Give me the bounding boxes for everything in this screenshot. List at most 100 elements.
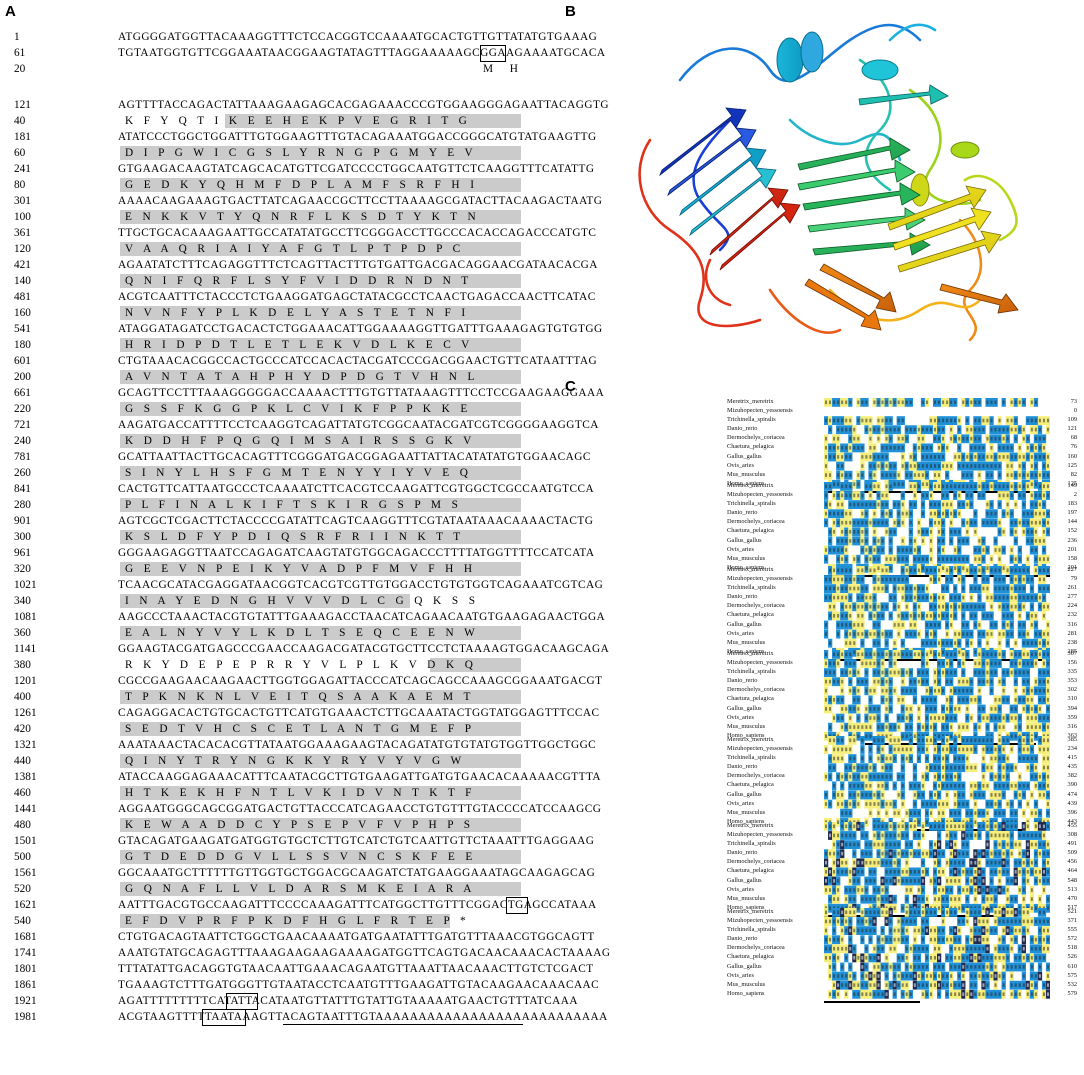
position-number: 1201 bbox=[14, 675, 37, 687]
position-number: 1981 bbox=[14, 1011, 37, 1023]
amino-acid-sequence: G E D K Y Q H M F D P L A M F S R F H I bbox=[125, 179, 479, 191]
position-number: 1861 bbox=[14, 979, 37, 991]
nucleotide-sequence: GTGAAGACAAGTATCAGCACATGTTCGATCCCCTGGCAAT… bbox=[118, 163, 595, 175]
end-position: 555 bbox=[1067, 926, 1077, 934]
nucleotide-sequence: AGAATATCTTTCAGAGGTTTCTCAGTTACTTTGTGATTGA… bbox=[118, 259, 598, 271]
position-number: 20 bbox=[14, 63, 26, 75]
position-number: 200 bbox=[14, 371, 31, 383]
species-name: Meretrix_meretrix bbox=[727, 398, 774, 405]
position-number: 601 bbox=[14, 355, 31, 367]
end-position: 335 bbox=[1067, 668, 1077, 676]
position-number: 480 bbox=[14, 819, 31, 831]
nucleotide-sequence: CGCCGAAGAACAAGAACTTGGTGGAGATTACCCATCAGCA… bbox=[118, 675, 603, 687]
end-position: 382 bbox=[1067, 772, 1077, 780]
alignment-color-grid bbox=[824, 482, 1050, 573]
nucleotide-sequence: CAGAGGACACTGTGCACTGTTCATGTGAAACTCTTGCAAA… bbox=[118, 707, 600, 719]
amino-acid-sequence: D I P G W I C G S L Y R N G P G M Y E V bbox=[125, 147, 478, 159]
end-position: 526 bbox=[1067, 953, 1077, 961]
species-name: Trichinella_spiralis bbox=[727, 416, 776, 424]
position-number: 1921 bbox=[14, 995, 37, 1007]
species-name: Mus_musculus bbox=[727, 722, 766, 730]
amino-acid-sequence: I N A Y E D N G H V V V D L C G Q K S S bbox=[125, 595, 480, 607]
species-name: Mizuhopecten_yessoensis bbox=[727, 491, 793, 499]
position-number: 781 bbox=[14, 451, 31, 463]
species-name: Danio_rerio bbox=[727, 849, 758, 857]
end-position: 359 bbox=[1067, 713, 1077, 721]
end-position: 234 bbox=[1067, 745, 1077, 753]
end-position: 302 bbox=[1067, 686, 1077, 694]
amino-acid-highlight bbox=[430, 658, 521, 672]
end-position: 439 bbox=[1067, 799, 1077, 807]
end-position: 277 bbox=[1067, 593, 1077, 601]
amino-acid-highlight bbox=[120, 274, 521, 288]
species-name: Meretrix_meretrix bbox=[727, 650, 774, 657]
end-position: 232 bbox=[1067, 611, 1077, 619]
end-position: 532 bbox=[1067, 980, 1077, 988]
nucleotide-sequence: GTACAGATGAAGATGATGGTGTGCTCTTGTCATCTGTCAA… bbox=[118, 835, 595, 847]
amino-acid-sequence: E N K K V T Y Q N R F L K S D T Y K T N bbox=[125, 211, 481, 223]
amino-acid-sequence: R K Y D E P E P R R Y V L P L K V D K Q bbox=[125, 659, 478, 671]
amino-acid-highlight bbox=[120, 434, 521, 448]
amino-acid-sequence: M H bbox=[483, 63, 523, 75]
amino-acid-sequence: E A L N Y V Y L K D L T S E Q C E E N W bbox=[125, 627, 480, 639]
species-name: Homo_sapiens bbox=[727, 479, 765, 487]
alignment-species-names: Meretrix_meretrix Mizuhopecten_yessoensis… bbox=[727, 649, 793, 740]
alignment-end-positions: 455 308 491 509 456 464 548 513 470 517 bbox=[1053, 821, 1077, 912]
position-number: 1561 bbox=[14, 867, 37, 879]
alignment-species-names: Meretrix_meretrix Mizuhopecten_yessoensis… bbox=[727, 565, 793, 656]
nucleotide-sequence: ATACCAAGGAGAAACATTTCAATACGCTTGTGAAGATTGA… bbox=[118, 771, 602, 783]
position-number: 1801 bbox=[14, 963, 37, 975]
position-number: 1741 bbox=[14, 947, 37, 959]
species-name: Chaetura_pelagica bbox=[727, 781, 774, 789]
position-number: 241 bbox=[14, 163, 31, 175]
species-name: Mus_musculus bbox=[727, 808, 766, 816]
species-name: Homo_sapiens bbox=[727, 731, 765, 739]
end-position: 517 bbox=[1067, 903, 1077, 911]
sequence-panel: 1 ATGGGGATGGTTACAAAGGTTTCTCCACGGTCCAAAATG… bbox=[14, 31, 610, 1026]
nucleotide-sequence: TTTATATTGACAGGTGTAACAATTGAAACAGAATGTTAAA… bbox=[118, 963, 594, 975]
alignment-end-positions: 521 371 555 572 518 526 610 575 532 579 bbox=[1053, 907, 1077, 998]
species-name: Homo_sapiens bbox=[727, 563, 765, 571]
position-number: 440 bbox=[14, 755, 31, 767]
alignment-end-positions: 149 2 183 197 144 152 236 201 158 201 bbox=[1053, 481, 1077, 572]
alignment-end-positions: 73 0 109 121 68 76 160 125 82 125 bbox=[1053, 397, 1077, 488]
species-name: Ovis_aries bbox=[727, 629, 754, 637]
end-position: 455 bbox=[1067, 822, 1077, 829]
end-position: 415 bbox=[1067, 754, 1077, 762]
alignment-end-positions: 385 234 415 435 382 390 474 439 396 443 bbox=[1053, 735, 1077, 826]
position-number: 1261 bbox=[14, 707, 37, 719]
position-number: 181 bbox=[14, 131, 31, 143]
alignment-species-names: Meretrix_meretrix Mizuhopecten_yessoensis… bbox=[727, 907, 793, 998]
position-number: 421 bbox=[14, 259, 31, 271]
species-name: Ovis_aries bbox=[727, 713, 754, 721]
end-position: 121 bbox=[1067, 425, 1077, 433]
end-position: 521 bbox=[1067, 908, 1077, 915]
position-number: 280 bbox=[14, 499, 31, 511]
species-name: Dermochelys_coriacea bbox=[727, 858, 785, 866]
amino-acid-sequence: S I N Y L H S F G M T E N Y Y I Y V E Q bbox=[125, 467, 473, 479]
amino-acid-highlight bbox=[120, 914, 450, 928]
end-position: 0 bbox=[1073, 407, 1077, 415]
end-position: 149 bbox=[1067, 482, 1077, 489]
amino-acid-highlight bbox=[120, 690, 521, 704]
end-position: 390 bbox=[1067, 781, 1077, 789]
end-position: 518 bbox=[1067, 944, 1077, 952]
amino-acid-highlight bbox=[120, 466, 521, 480]
species-name: Gallus_gallus bbox=[727, 876, 762, 884]
end-position: 385 bbox=[1067, 736, 1077, 743]
amino-acid-highlight bbox=[120, 370, 521, 384]
amino-acid-highlight bbox=[120, 882, 521, 896]
end-position: 281 bbox=[1067, 629, 1077, 637]
amino-acid-sequence: H R I D P D T L E T L E K V D L K E C V bbox=[125, 339, 474, 351]
amino-acid-sequence: H T K E K H F N T L V K I D V N T K T F bbox=[125, 787, 476, 799]
sequence-motif-box bbox=[480, 45, 506, 62]
nucleotide-sequence: CTGTAAACACGGCCACTGCCCATCCACACTACGATCCCGA… bbox=[118, 355, 598, 367]
end-position: 363 bbox=[1067, 731, 1077, 739]
species-name: Danio_rerio bbox=[727, 677, 758, 685]
species-name: Danio_rerio bbox=[727, 935, 758, 943]
amino-acid-sequence: A V N T A T A H P H Y D P D G T V H N L bbox=[125, 371, 479, 383]
species-name: Meretrix_meretrix bbox=[727, 736, 774, 743]
position-number: 481 bbox=[14, 291, 31, 303]
position-number: 220 bbox=[14, 403, 31, 415]
end-position: 474 bbox=[1067, 790, 1077, 798]
